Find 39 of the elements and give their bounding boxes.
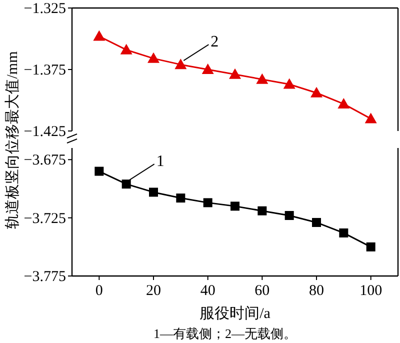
y-tick-label: −1.425 (24, 124, 66, 140)
point (120, 44, 132, 54)
x-tick-label: 20 (146, 283, 161, 299)
y-tick-label: −3.775 (24, 269, 66, 285)
point (229, 68, 241, 79)
x-axis-title: 服役时间/a (200, 305, 271, 322)
point (93, 30, 106, 41)
annotation: 2 (210, 34, 219, 51)
point (203, 198, 212, 208)
y-tick-label: −3.675 (24, 152, 66, 169)
y-axis-title: 轨道板竖向位移最大值/mm (4, 50, 21, 229)
point (258, 206, 267, 216)
y-tick-label: −1.325 (24, 1, 66, 17)
x-tick-label: 80 (309, 283, 324, 299)
x-tick-label: 0 (95, 283, 103, 299)
point (94, 166, 104, 176)
point (256, 73, 268, 84)
point (310, 86, 322, 98)
point (202, 64, 214, 74)
point (312, 218, 321, 227)
x-tick-label: 40 (200, 283, 216, 299)
point (364, 112, 377, 124)
point (366, 242, 376, 252)
x-tick-label: 100 (360, 283, 382, 299)
y-tick-label: −3.725 (24, 210, 66, 227)
point (230, 202, 240, 211)
point (284, 210, 294, 220)
text: 1—有载侧；2—无载侧。 (154, 326, 296, 341)
point (174, 58, 187, 70)
annotation: 1 (156, 153, 164, 170)
point (283, 78, 296, 89)
point (122, 180, 131, 189)
x-tick-label: 60 (254, 283, 270, 299)
point (176, 194, 186, 203)
point (149, 188, 158, 197)
point (148, 52, 160, 63)
point (338, 98, 350, 108)
y-tick-label: −1.375 (24, 62, 66, 78)
point (339, 228, 348, 238)
